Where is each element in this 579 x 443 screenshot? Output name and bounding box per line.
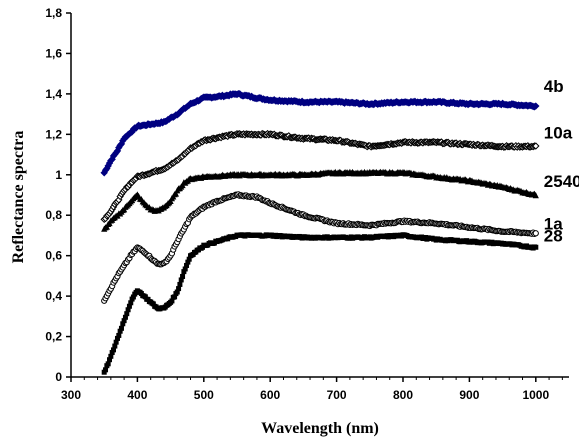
- data-point: [114, 335, 120, 341]
- data-point: [121, 318, 127, 324]
- data-point: [112, 343, 118, 349]
- data-point: [110, 347, 116, 353]
- y-tick-label: 1,2: [45, 127, 62, 141]
- y-tick-label: 0: [55, 370, 62, 384]
- series-1a: [101, 191, 539, 304]
- x-tick-label: 700: [327, 388, 347, 402]
- data-point: [126, 303, 132, 309]
- data-point: [184, 262, 190, 268]
- data-point: [532, 192, 539, 199]
- data-point: [532, 230, 539, 237]
- x-tick-label: 1000: [522, 388, 549, 402]
- x-tick-label: 600: [260, 388, 280, 402]
- series-label-4b: 4b: [544, 77, 564, 96]
- x-tick-label: 900: [459, 388, 479, 402]
- data-point: [172, 294, 178, 300]
- x-tick-label: 300: [61, 388, 81, 402]
- plot-area: [70, 13, 569, 378]
- data-point: [128, 300, 134, 306]
- data-point: [103, 367, 109, 373]
- x-tick-label: 500: [194, 388, 214, 402]
- data-point: [116, 332, 122, 338]
- series-label-2540: 2540: [544, 172, 579, 191]
- data-point: [105, 361, 111, 367]
- series-4b: [100, 89, 540, 177]
- data-point: [109, 350, 115, 356]
- data-point: [532, 142, 540, 150]
- x-axis-ticks: 300 400 500 600 700 800 900 1000: [61, 377, 563, 402]
- data-point: [185, 259, 191, 265]
- x-axis-title: Wavelength (nm): [261, 420, 379, 437]
- data-point: [125, 307, 131, 313]
- data-point: [180, 273, 186, 279]
- y-axis-ticks: 0 0,2 0,4 0,6 0,8 1 1,2 1,4 1,6 1,8: [45, 6, 71, 384]
- x-tick-label: 400: [127, 388, 147, 402]
- data-point: [130, 294, 136, 300]
- y-tick-label: 0,8: [45, 208, 62, 222]
- data-point: [117, 328, 123, 334]
- data-point: [108, 353, 114, 359]
- series-28: [101, 232, 539, 375]
- series-label-28: 28: [544, 227, 563, 246]
- series-label-10a: 10a: [544, 123, 573, 142]
- data-point: [174, 289, 180, 295]
- data-point: [533, 244, 539, 250]
- y-tick-label: 1,8: [45, 6, 62, 20]
- data-point: [178, 277, 184, 283]
- data-point: [113, 339, 119, 345]
- x-tick-label: 800: [393, 388, 413, 402]
- data-point: [172, 190, 179, 197]
- series-10a: [100, 129, 540, 224]
- y-tick-label: 0,4: [45, 289, 62, 303]
- data-point: [177, 281, 183, 287]
- y-tick-label: 0,2: [45, 330, 62, 344]
- y-tick-label: 0,6: [45, 249, 62, 263]
- data-point: [122, 314, 128, 320]
- data-point: [169, 298, 175, 304]
- data-point: [124, 311, 130, 317]
- y-tick-label: 1: [55, 168, 62, 182]
- data-point: [107, 357, 113, 363]
- data-point: [118, 325, 124, 331]
- data-point: [186, 256, 192, 262]
- y-tick-label: 1,4: [45, 87, 62, 101]
- series-layer: [100, 89, 540, 375]
- series-label-1a: 1a: [544, 214, 563, 233]
- y-tick-label: 1,6: [45, 46, 62, 60]
- data-point: [182, 266, 188, 272]
- data-point: [120, 321, 126, 327]
- data-point: [181, 269, 187, 275]
- series-2540: [101, 168, 539, 232]
- y-axis-title: Reflectance spectra: [10, 131, 27, 264]
- data-point: [176, 286, 182, 292]
- data-point: [532, 102, 540, 110]
